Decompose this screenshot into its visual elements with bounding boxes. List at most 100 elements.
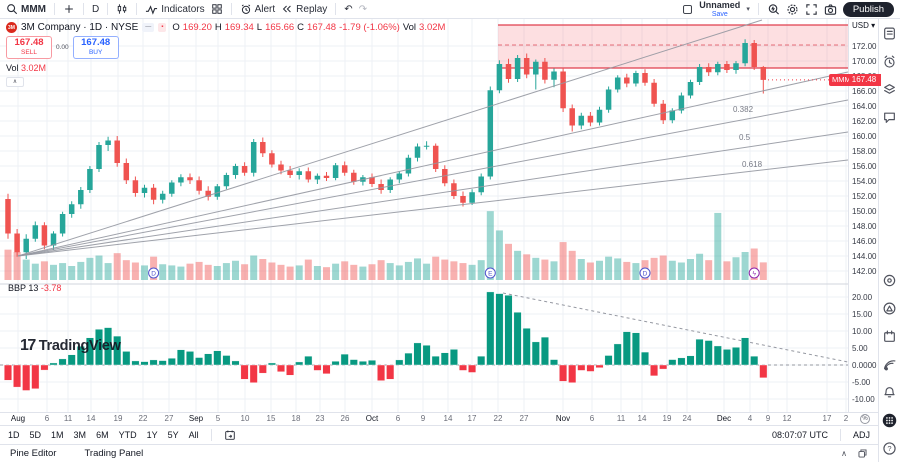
currency-toggle[interactable]: USD ▾ bbox=[852, 21, 876, 30]
screenshot-button[interactable] bbox=[824, 3, 837, 16]
alert-button[interactable]: Alert bbox=[240, 3, 275, 15]
bottom-toolbar: 1D 5D 1M 3M 6M YTD 1Y 5Y All 08:07:07 UTC ADJ bbox=[0, 425, 878, 444]
news-signal-icon[interactable] bbox=[882, 357, 897, 372]
layout-name: Unnamed bbox=[699, 0, 741, 10]
divider bbox=[83, 3, 84, 15]
bbp-tick: -5.00 bbox=[852, 378, 871, 387]
price-axis[interactable]: USD ▾ 167.48 172.00170.00168.00166.00164… bbox=[848, 19, 879, 412]
time-tick: 18 bbox=[291, 414, 301, 423]
layout-name-button[interactable]: Unnamed Save bbox=[699, 0, 741, 18]
divider bbox=[210, 429, 212, 441]
time-tick: 9 bbox=[420, 414, 426, 423]
indicator-templates-button[interactable] bbox=[211, 3, 223, 15]
divider bbox=[335, 3, 337, 15]
sell-button[interactable]: 167.48 SELL bbox=[6, 36, 52, 60]
panel-expand-chevron[interactable]: ∧ bbox=[841, 449, 847, 458]
symbol-title[interactable]: 3M Company · 1D · NYSE bbox=[21, 22, 139, 33]
time-axis[interactable]: % Aug 6 11 14 19 22 27 Sep 5 10 15 18 23 26 Oct 6 9 14 17 2… bbox=[0, 412, 878, 425]
plus-icon bbox=[65, 5, 73, 13]
legend-collapse-button[interactable]: ∧ bbox=[6, 77, 24, 88]
ideas-icon[interactable] bbox=[882, 301, 897, 316]
range-button-ytd[interactable]: YTD bbox=[118, 430, 137, 440]
time-tick: 9 bbox=[765, 414, 771, 423]
alerts-icon[interactable] bbox=[882, 54, 897, 69]
range-button-1d[interactable]: 1D bbox=[8, 430, 20, 440]
publish-button[interactable]: Publish bbox=[842, 1, 894, 17]
time-tick: 11 bbox=[63, 414, 73, 423]
chart-style-button[interactable] bbox=[116, 3, 128, 15]
price-tick: 166.00 bbox=[852, 87, 877, 96]
divider bbox=[839, 429, 841, 441]
range-button-5y[interactable]: 5Y bbox=[167, 430, 179, 440]
legend-minimize-icon[interactable]: — bbox=[142, 23, 155, 32]
layout-icon bbox=[683, 4, 693, 14]
range-button-1y[interactable]: 1Y bbox=[146, 430, 158, 440]
clock-utc[interactable]: 08:07:07 UTC bbox=[771, 430, 828, 440]
notifications-bell-icon[interactable] bbox=[882, 385, 897, 400]
bbp-tick: 10.00 bbox=[852, 327, 873, 336]
range-buttons: 1D 5D 1M 3M 6M YTD 1Y 5Y All bbox=[8, 430, 199, 440]
divider bbox=[757, 3, 759, 15]
undo-button[interactable]: ↶ bbox=[344, 3, 353, 15]
bbp-tick: 0.0000 bbox=[852, 361, 877, 370]
range-button-5d[interactable]: 5D bbox=[29, 430, 42, 440]
indicator-legend[interactable]: BBP 13 -3.78 bbox=[8, 283, 62, 293]
redo-button[interactable]: ↷ bbox=[358, 3, 368, 15]
time-tick: 14 bbox=[86, 414, 96, 423]
restore-window-icon[interactable] bbox=[857, 448, 868, 459]
go-to-date-button[interactable] bbox=[224, 429, 236, 441]
apps-grid-icon[interactable] bbox=[882, 413, 897, 428]
chat-icon[interactable] bbox=[882, 110, 897, 125]
compare-add-button[interactable] bbox=[63, 3, 75, 15]
time-tick: 11 bbox=[616, 414, 626, 423]
legend-market-status-icon[interactable]: ▪ bbox=[158, 23, 167, 32]
symbol-search-button[interactable]: MMM bbox=[6, 3, 46, 15]
chevron-down-icon[interactable]: ▾ bbox=[746, 6, 750, 13]
tradingview-logo: 17 bbox=[20, 337, 36, 354]
calendar-icon bbox=[224, 430, 235, 440]
calendar-icon[interactable] bbox=[882, 329, 897, 344]
range-button-3m[interactable]: 3M bbox=[73, 430, 87, 440]
range-button-all[interactable]: All bbox=[188, 430, 199, 440]
layout-select-button[interactable] bbox=[682, 4, 693, 15]
trade-buttons: 167.48 SELL 0.00 167.48 BUY bbox=[6, 36, 445, 60]
right-sidebar: ? bbox=[878, 19, 900, 462]
time-tick: Nov bbox=[555, 414, 571, 423]
watchlist-icon[interactable] bbox=[882, 26, 897, 41]
settings-button[interactable] bbox=[786, 3, 799, 16]
tab-pine-editor[interactable]: Pine Editor bbox=[10, 448, 57, 459]
fullscreen-button[interactable] bbox=[805, 3, 818, 16]
volume-readout: Vol 3.02M bbox=[6, 63, 47, 74]
bbp-tick: 5.00 bbox=[852, 344, 868, 353]
price-tick: 148.00 bbox=[852, 222, 877, 231]
help-icon[interactable]: ? bbox=[882, 441, 897, 456]
time-tick: 23 bbox=[315, 414, 325, 423]
interval-button[interactable]: D bbox=[92, 3, 100, 15]
symbol-legend: 3M 3M Company · 1D · NYSE — ▪ O 169.20 H 16… bbox=[6, 22, 445, 88]
price-tick: 144.00 bbox=[852, 252, 877, 261]
time-tick: 14 bbox=[637, 414, 647, 423]
price-tick: 172.00 bbox=[852, 42, 877, 51]
percent-scale-icon[interactable]: % bbox=[860, 414, 870, 424]
camera-icon bbox=[824, 3, 836, 15]
gear-icon bbox=[787, 3, 798, 15]
buy-button[interactable]: 167.48 BUY bbox=[72, 36, 119, 60]
divider bbox=[136, 3, 138, 15]
object-tree-icon[interactable] bbox=[882, 82, 897, 97]
adj-toggle[interactable]: ADJ bbox=[852, 430, 870, 440]
save-link[interactable]: Save bbox=[711, 10, 728, 18]
tradingview-watermark: 17 TradingView bbox=[20, 337, 121, 354]
indicators-button[interactable]: Indicators bbox=[145, 3, 205, 16]
hotlists-target-icon[interactable] bbox=[882, 273, 897, 288]
range-button-6m[interactable]: 6M bbox=[96, 430, 109, 440]
price-tick: 158.00 bbox=[852, 147, 877, 156]
range-button-1m[interactable]: 1M bbox=[51, 430, 64, 440]
replay-button[interactable]: Replay bbox=[281, 3, 327, 15]
time-tick: 22 bbox=[493, 414, 503, 423]
svg-text:E: E bbox=[488, 271, 493, 278]
quick-search-button[interactable] bbox=[767, 3, 780, 16]
tab-trading-panel[interactable]: Trading Panel bbox=[84, 448, 144, 459]
